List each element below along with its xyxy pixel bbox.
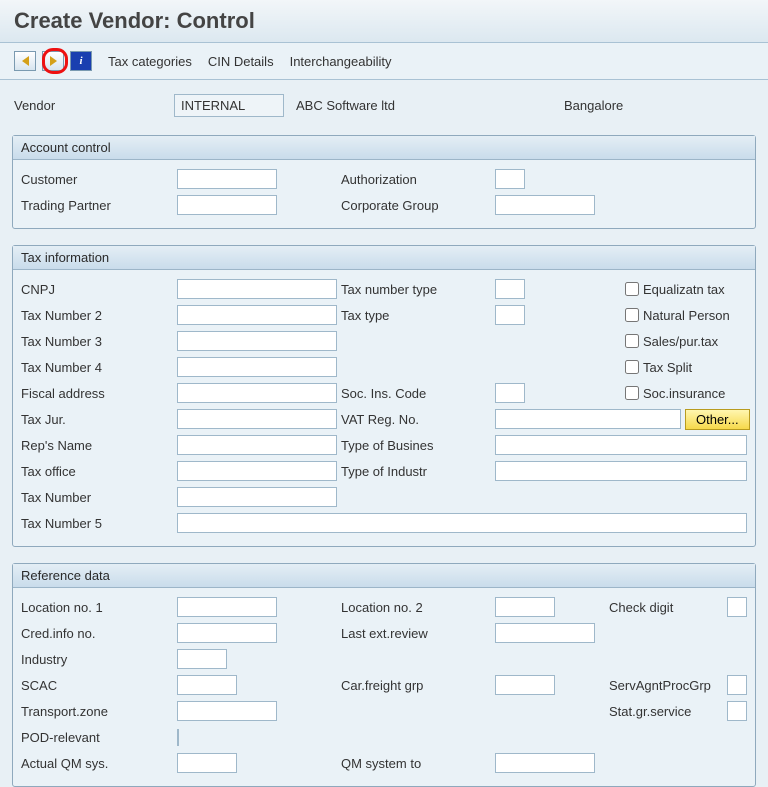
interchangeability-link[interactable]: Interchangeability [290,54,392,69]
industry-label: Industry [21,652,173,667]
vendor-city: Bangalore [484,98,754,113]
soc-ins-code-input[interactable] [495,383,525,403]
tax-number-type-label: Tax number type [341,282,491,297]
type-of-industr-input[interactable] [495,461,747,481]
reps-name-label: Rep's Name [21,438,173,453]
tax-number-3-label: Tax Number 3 [21,334,173,349]
check-digit-input[interactable] [727,597,747,617]
tax-office-label: Tax office [21,464,173,479]
soc-insurance-label: Soc.insurance [643,386,747,401]
cred-info-no-input[interactable] [177,623,277,643]
equalizatn-tax-label: Equalizatn tax [643,282,747,297]
qm-system-to-input[interactable] [495,753,595,773]
tax-number-input[interactable] [177,487,337,507]
cnpj-label: CNPJ [21,282,173,297]
trading-partner-input[interactable] [177,195,277,215]
account-control-header: Account control [13,136,755,160]
cred-info-no-label: Cred.info no. [21,626,173,641]
account-control-panel: Account control Customer Authorization T… [12,135,756,229]
type-of-industr-label: Type of Industr [341,464,491,479]
scac-label: SCAC [21,678,173,693]
last-ext-review-label: Last ext.review [341,626,491,641]
fiscal-address-label: Fiscal address [21,386,173,401]
industry-input[interactable] [177,649,227,669]
equalizatn-tax-checkbox[interactable] [625,282,639,296]
check-digit-label: Check digit [609,600,723,615]
cnpj-input[interactable] [177,279,337,299]
type-of-busines-input[interactable] [495,435,747,455]
transport-zone-input[interactable] [177,701,277,721]
tax-number-5-label: Tax Number 5 [21,516,173,531]
tax-info-panel: Tax information CNPJ Tax number type Equ… [12,245,756,547]
tax-type-label: Tax type [341,308,491,323]
vat-reg-no-input[interactable] [495,409,681,429]
location-no-1-label: Location no. 1 [21,600,173,615]
tax-number-2-input[interactable] [177,305,337,325]
corporate-group-label: Corporate Group [341,198,491,213]
pod-relevant-checkbox[interactable] [177,729,179,746]
vendor-name: ABC Software ltd [284,98,484,113]
customer-input[interactable] [177,169,277,189]
scac-input[interactable] [177,675,237,695]
soc-ins-code-label: Soc. Ins. Code [341,386,491,401]
tax-number-3-input[interactable] [177,331,337,351]
reference-data-panel: Reference data Location no. 1 Location n… [12,563,756,787]
actual-qm-sys-input[interactable] [177,753,237,773]
servagnt-input[interactable] [727,675,747,695]
reference-data-header: Reference data [13,564,755,588]
sales-pur-tax-checkbox[interactable] [625,334,639,348]
sales-pur-tax-label: Sales/pur.tax [643,334,747,349]
servagnt-label: ServAgntProcGrp [609,678,723,693]
location-no-2-input[interactable] [495,597,555,617]
tax-number-2-label: Tax Number 2 [21,308,173,323]
cin-details-link[interactable]: CIN Details [208,54,274,69]
natural-person-checkbox[interactable] [625,308,639,322]
other-button[interactable]: Other... [685,409,750,430]
tax-number-type-input[interactable] [495,279,525,299]
toolbar: i Tax categories CIN Details Interchange… [0,43,768,80]
stat-gr-service-input[interactable] [727,701,747,721]
tax-split-checkbox[interactable] [625,360,639,374]
tax-office-input[interactable] [177,461,337,481]
customer-label: Customer [21,172,173,187]
vendor-label: Vendor [14,98,174,113]
next-screen-icon[interactable] [42,51,64,71]
prev-screen-icon[interactable] [14,51,36,71]
tax-split-label: Tax Split [643,360,747,375]
last-ext-review-input[interactable] [495,623,595,643]
info-icon[interactable]: i [70,51,92,71]
type-of-busines-label: Type of Busines [341,438,491,453]
vendor-value: INTERNAL [174,94,284,117]
reps-name-input[interactable] [177,435,337,455]
location-no-1-input[interactable] [177,597,277,617]
tax-categories-link[interactable]: Tax categories [108,54,192,69]
corporate-group-input[interactable] [495,195,595,215]
actual-qm-sys-label: Actual QM sys. [21,756,173,771]
authorization-label: Authorization [341,172,491,187]
tax-number-5-input[interactable] [177,513,747,533]
authorization-input[interactable] [495,169,525,189]
pod-relevant-label: POD-relevant [21,730,173,745]
qm-system-to-label: QM system to [341,756,491,771]
tax-number-4-input[interactable] [177,357,337,377]
car-freight-grp-input[interactable] [495,675,555,695]
tax-type-input[interactable] [495,305,525,325]
tax-jur-label: Tax Jur. [21,412,173,427]
soc-insurance-checkbox[interactable] [625,386,639,400]
tax-number-label: Tax Number [21,490,173,505]
tax-info-header: Tax information [13,246,755,270]
fiscal-address-input[interactable] [177,383,337,403]
tax-jur-input[interactable] [177,409,337,429]
trading-partner-label: Trading Partner [21,198,173,213]
stat-gr-service-label: Stat.gr.service [609,704,723,719]
vendor-header: Vendor INTERNAL ABC Software ltd Bangalo… [0,80,768,135]
location-no-2-label: Location no. 2 [341,600,491,615]
transport-zone-label: Transport.zone [21,704,173,719]
page-title: Create Vendor: Control [0,0,768,43]
natural-person-label: Natural Person [643,308,747,323]
car-freight-grp-label: Car.freight grp [341,678,491,693]
vat-reg-no-label: VAT Reg. No. [341,412,491,427]
tax-number-4-label: Tax Number 4 [21,360,173,375]
